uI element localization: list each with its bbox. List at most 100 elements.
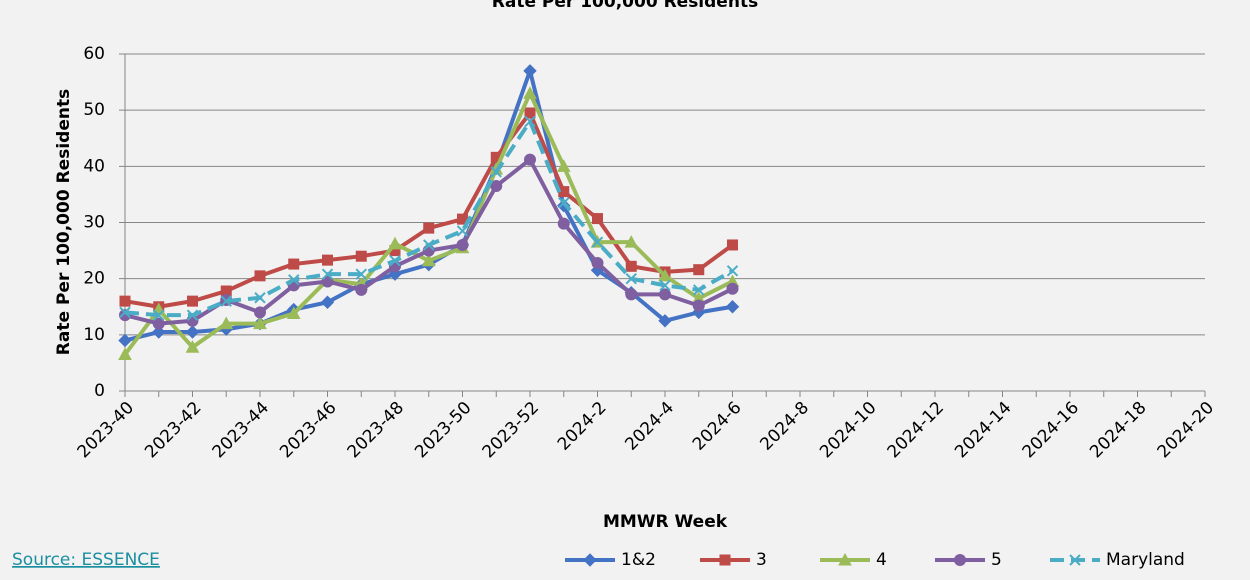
- marker: [320, 295, 335, 309]
- marker: [523, 86, 537, 99]
- series: [119, 115, 739, 321]
- legend-marker: [1069, 554, 1081, 566]
- legend-marker: [719, 554, 731, 566]
- y-tick-label: 0: [94, 381, 105, 401]
- legend-item: 4: [820, 550, 887, 570]
- marker: [693, 284, 705, 296]
- marker: [118, 333, 132, 348]
- marker: [187, 295, 198, 307]
- marker: [524, 115, 536, 128]
- x-tick-label: 2023-52: [479, 398, 543, 462]
- series-line: [124, 68, 733, 343]
- marker: [592, 213, 603, 225]
- y-axis-title: Rate Per 100,000 Residents: [54, 89, 74, 355]
- marker: [591, 236, 604, 248]
- marker: [423, 222, 435, 234]
- x-tick-label: 2024-20: [1154, 398, 1218, 462]
- series: [118, 64, 740, 348]
- y-tick-label: 60: [83, 44, 105, 64]
- chart-title: Rate Per 100,000 Residents: [492, 0, 758, 12]
- marker: [219, 316, 234, 330]
- x-tick-label: 2024-16: [1019, 398, 1083, 462]
- x-tick-label: 2024-8: [756, 398, 813, 455]
- marker: [658, 314, 672, 328]
- marker: [624, 235, 639, 248]
- source-link[interactable]: Source: ESSENCE: [12, 550, 160, 570]
- marker: [693, 264, 705, 276]
- series-line: [124, 119, 734, 318]
- marker: [119, 295, 131, 307]
- legend-label: 1&2: [621, 550, 656, 570]
- x-tick-label: 2023-48: [344, 398, 408, 462]
- legend-item: 3: [700, 550, 767, 570]
- marker: [725, 300, 740, 314]
- x-tick-label: 2024-18: [1086, 398, 1150, 462]
- marker: [355, 283, 368, 296]
- marker: [625, 288, 638, 301]
- marker: [254, 306, 266, 319]
- marker: [556, 159, 571, 172]
- marker: [421, 253, 436, 267]
- x-tick-label: 2023-42: [141, 398, 205, 462]
- y-tick-label: 10: [83, 325, 105, 345]
- marker: [254, 270, 266, 282]
- legend-label: Maryland: [1106, 550, 1185, 570]
- x-tick-label: 2023-46: [276, 398, 340, 462]
- marker: [558, 197, 570, 209]
- marker: [456, 238, 469, 251]
- x-tick-label: 2024-14: [951, 398, 1015, 462]
- legend-marker: [954, 554, 966, 566]
- marker: [152, 317, 165, 330]
- x-tick-label: 2023-44: [209, 398, 273, 462]
- x-tick-label: 2023-50: [411, 398, 475, 462]
- marker: [625, 272, 637, 285]
- marker: [254, 292, 266, 304]
- x-tick-label: 2024-12: [884, 398, 948, 462]
- x-tick-label: 2024-10: [816, 398, 880, 462]
- x-axis-title: MMWR Week: [603, 512, 728, 532]
- marker: [118, 347, 132, 360]
- marker: [355, 268, 367, 280]
- legend-marker: [583, 553, 597, 567]
- marker: [523, 64, 537, 78]
- marker: [726, 282, 739, 295]
- y-tick-label: 30: [83, 213, 105, 233]
- x-tick-label: 2024-6: [689, 398, 746, 455]
- marker: [119, 306, 131, 319]
- y-tick-label: 40: [83, 156, 105, 176]
- marker: [490, 166, 502, 178]
- legend-item: 5: [935, 550, 1002, 570]
- x-tick-label: 2024-4: [621, 398, 678, 455]
- marker: [253, 316, 267, 330]
- marker: [322, 254, 333, 266]
- legend-item: Maryland: [1050, 550, 1185, 570]
- legend-marker: [838, 552, 852, 566]
- marker: [423, 239, 435, 251]
- marker: [388, 236, 402, 250]
- marker: [456, 225, 469, 237]
- marker: [727, 239, 738, 251]
- marker: [220, 295, 232, 307]
- marker: [388, 267, 402, 281]
- marker: [524, 153, 536, 166]
- marker: [658, 268, 672, 282]
- x-tick-label: 2023-40: [74, 398, 138, 462]
- marker: [186, 309, 199, 321]
- legend-label: 5: [991, 550, 1002, 570]
- marker: [288, 258, 300, 270]
- marker: [625, 260, 637, 272]
- marker: [591, 256, 604, 269]
- marker: [389, 254, 401, 267]
- marker: [286, 306, 301, 319]
- y-tick-label: 50: [83, 100, 105, 120]
- x-tick-label: 2024-2: [554, 398, 611, 455]
- marker: [153, 309, 165, 321]
- marker: [692, 299, 705, 312]
- marker: [659, 288, 671, 301]
- series: [119, 107, 738, 313]
- marker: [152, 325, 166, 339]
- legend-label: 4: [876, 550, 887, 570]
- marker: [355, 250, 367, 262]
